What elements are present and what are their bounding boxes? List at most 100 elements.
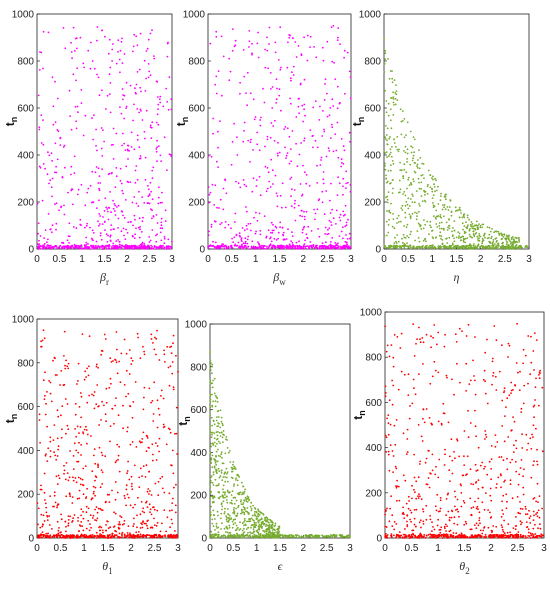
data-point (385, 174, 387, 177)
data-point (133, 237, 136, 240)
data-point (68, 222, 71, 225)
data-point (210, 225, 213, 228)
data-point (118, 360, 120, 363)
data-point (82, 134, 85, 137)
data-point (392, 114, 395, 116)
data-point (212, 473, 215, 476)
data-point (143, 242, 146, 245)
x-tick-label: 2.5 (498, 254, 512, 265)
data-point (279, 194, 282, 197)
data-point (342, 214, 345, 217)
data-point (536, 515, 539, 518)
data-point (245, 528, 248, 530)
data-point (412, 157, 414, 160)
data-point (386, 156, 388, 159)
data-point (160, 217, 163, 220)
data-point (105, 401, 108, 404)
data-point (446, 242, 449, 244)
data-point (112, 228, 115, 231)
data-point (447, 226, 449, 229)
data-point (384, 325, 386, 328)
data-point (403, 136, 406, 139)
data-point (467, 224, 469, 227)
data-point (405, 134, 407, 137)
x-tick-label: 2 (301, 543, 307, 554)
data-point (431, 177, 433, 180)
data-point (335, 535, 338, 538)
data-point (108, 386, 111, 389)
data-point (477, 225, 479, 227)
data-point (120, 112, 123, 115)
data-point (163, 247, 166, 250)
data-point (92, 485, 95, 488)
data-point (56, 97, 59, 100)
data-point (326, 40, 329, 43)
data-point (116, 348, 118, 351)
data-point (137, 531, 140, 533)
data-point (456, 523, 459, 526)
data-point (249, 534, 251, 537)
data-point (148, 534, 151, 537)
data-point (106, 493, 109, 496)
data-point (404, 237, 407, 239)
data-point (396, 222, 398, 224)
y-axis-label: tn (3, 414, 19, 424)
data-point (96, 39, 98, 42)
y-tick-label: 1000 (183, 10, 206, 21)
data-point (320, 156, 323, 159)
data-point (219, 223, 222, 226)
data-point (453, 516, 456, 519)
data-point (277, 231, 280, 234)
data-point (312, 134, 314, 137)
data-point (257, 525, 260, 528)
data-point (124, 497, 126, 500)
data-point (409, 163, 412, 166)
data-point (280, 244, 282, 247)
data-point (161, 191, 163, 194)
data-point (92, 239, 94, 242)
data-point (231, 237, 234, 240)
data-point (165, 87, 168, 90)
data-point (402, 175, 405, 177)
data-point (233, 122, 236, 125)
data-point (129, 84, 132, 87)
data-point (479, 246, 482, 249)
data-point (395, 84, 397, 86)
data-point (95, 519, 98, 522)
data-point (391, 146, 393, 148)
x-tick-label: 1 (430, 254, 436, 265)
data-point (121, 132, 124, 135)
data-point (52, 359, 54, 362)
data-point (175, 533, 178, 536)
data-point (217, 146, 219, 149)
data-point (460, 212, 462, 214)
data-point (342, 210, 345, 213)
data-point (441, 242, 444, 245)
data-point (410, 183, 413, 186)
data-point (209, 364, 212, 367)
data-point (209, 428, 211, 430)
data-point (140, 246, 143, 249)
data-point (161, 522, 163, 525)
data-point (228, 518, 231, 520)
data-point (259, 124, 262, 127)
data-point (485, 245, 487, 248)
data-point (107, 234, 109, 237)
data-point (400, 169, 403, 172)
x-tick-label: 2.5 (320, 543, 334, 554)
data-point (99, 215, 102, 217)
data-point (118, 521, 121, 523)
data-point (243, 517, 246, 520)
data-point (243, 519, 246, 522)
data-point (95, 128, 97, 131)
data-point (133, 537, 136, 539)
data-point (146, 524, 148, 527)
data-point (384, 89, 386, 92)
data-point (305, 173, 308, 176)
data-point (87, 243, 89, 245)
data-point (466, 214, 469, 217)
data-point (383, 244, 386, 247)
data-point (239, 247, 242, 249)
data-point (254, 510, 256, 513)
data-point (155, 121, 158, 124)
